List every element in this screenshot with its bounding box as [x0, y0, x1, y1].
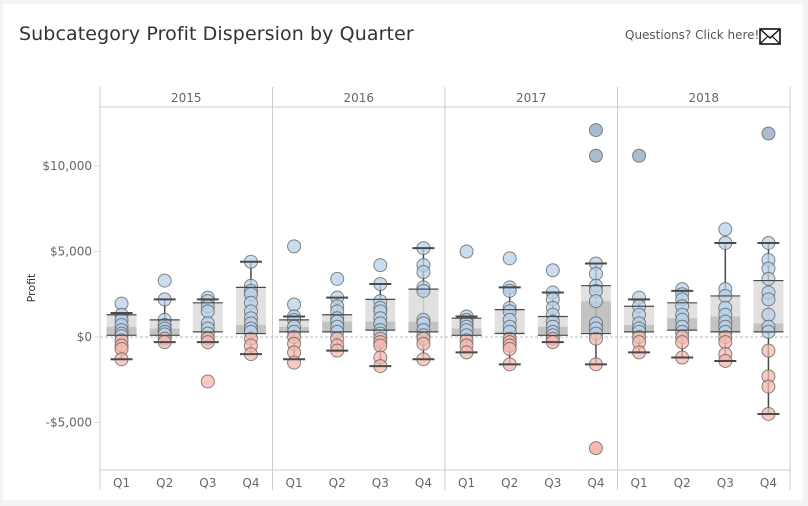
quarter-group [710, 222, 741, 368]
data-point [545, 263, 560, 278]
quarter-group [494, 251, 525, 372]
data-point [632, 148, 647, 163]
y-tick-label: -$5,000 [46, 416, 92, 430]
data-point [502, 251, 517, 266]
quarter-group [322, 271, 353, 358]
quarter-group [537, 263, 568, 350]
quarter-group [408, 241, 439, 367]
year-header: 2016 [343, 91, 374, 105]
quarter-label: Q1 [113, 476, 130, 490]
quarter-group [192, 290, 223, 389]
data-point [761, 343, 776, 358]
page-title: Subcategory Profit Dispersion by Quarter [19, 23, 414, 45]
data-point [588, 148, 603, 163]
data-point [761, 292, 776, 307]
quarter-label: Q3 [717, 476, 734, 490]
quarter-label: Q1 [631, 476, 648, 490]
quarter-label: Q3 [372, 476, 389, 490]
y-tick-label: $5,000 [50, 245, 92, 259]
quarter-label: Q4 [760, 476, 777, 490]
data-point [416, 265, 431, 280]
data-point [502, 283, 517, 298]
quarter-label: Q3 [544, 476, 561, 490]
data-point [287, 239, 302, 254]
data-point [287, 355, 302, 370]
quarter-group [279, 239, 310, 370]
quarter-group [624, 148, 655, 360]
data-point [373, 258, 388, 273]
quarter-group [106, 296, 137, 367]
x-axis: Q1 Q2 Q3 Q4 Q1 Q2 Q3 Q4 Q1 Q2 Q3 Q4 Q1 Q2 Q3 Q4 [113, 476, 777, 490]
quarter-label: Q2 [674, 476, 691, 490]
quarter-label: Q3 [199, 476, 216, 490]
year-headers: 2015 2016 2017 2018 [171, 91, 719, 105]
quarter-label: Q1 [458, 476, 475, 490]
data-point [761, 271, 776, 286]
data-point [675, 335, 690, 350]
data-point [588, 266, 603, 281]
data-point [761, 379, 776, 394]
y-axis-title: Profit [25, 273, 38, 302]
quarter-group [149, 273, 180, 350]
year-header: 2018 [688, 91, 719, 105]
year-header: 2015 [171, 91, 202, 105]
data-point [588, 123, 603, 138]
y-axis: $10,000 $5,000 $0 -$5,000 [42, 159, 100, 430]
quarter-group [753, 126, 784, 421]
quarter-label: Q4 [242, 476, 259, 490]
data-point [416, 283, 431, 298]
data-point [718, 335, 733, 350]
data-point [588, 331, 603, 346]
quarter-group [451, 244, 482, 360]
year-header: 2017 [516, 91, 547, 105]
quarter-label: Q1 [286, 476, 303, 490]
quarter-label: Q2 [501, 476, 518, 490]
data-point [200, 374, 215, 389]
y-tick-label: $0 [77, 330, 92, 344]
data-point [157, 273, 172, 288]
quarter-group [235, 254, 266, 362]
top-strip [0, 0, 808, 4]
plot-area [106, 123, 784, 456]
quarter-group [667, 282, 698, 365]
data-point [373, 338, 388, 353]
quarter-label: Q4 [587, 476, 604, 490]
data-point [330, 271, 345, 286]
data-point [287, 297, 302, 312]
envelope-icon[interactable] [759, 28, 781, 45]
quarter-group [580, 123, 611, 456]
data-point [416, 336, 431, 351]
data-point [761, 126, 776, 141]
questions-link[interactable]: Questions? Click here! [625, 28, 760, 42]
data-point [761, 307, 776, 322]
data-point [459, 244, 474, 259]
dashboard-card [3, 4, 803, 500]
quarter-label: Q2 [329, 476, 346, 490]
data-point [200, 304, 215, 319]
data-point [588, 441, 603, 456]
y-tick-label: $10,000 [42, 159, 92, 173]
quarter-group [365, 258, 396, 374]
quarter-label: Q4 [415, 476, 432, 490]
data-point [718, 222, 733, 237]
data-point [588, 294, 603, 309]
data-point [502, 341, 517, 356]
quarter-label: Q2 [156, 476, 173, 490]
